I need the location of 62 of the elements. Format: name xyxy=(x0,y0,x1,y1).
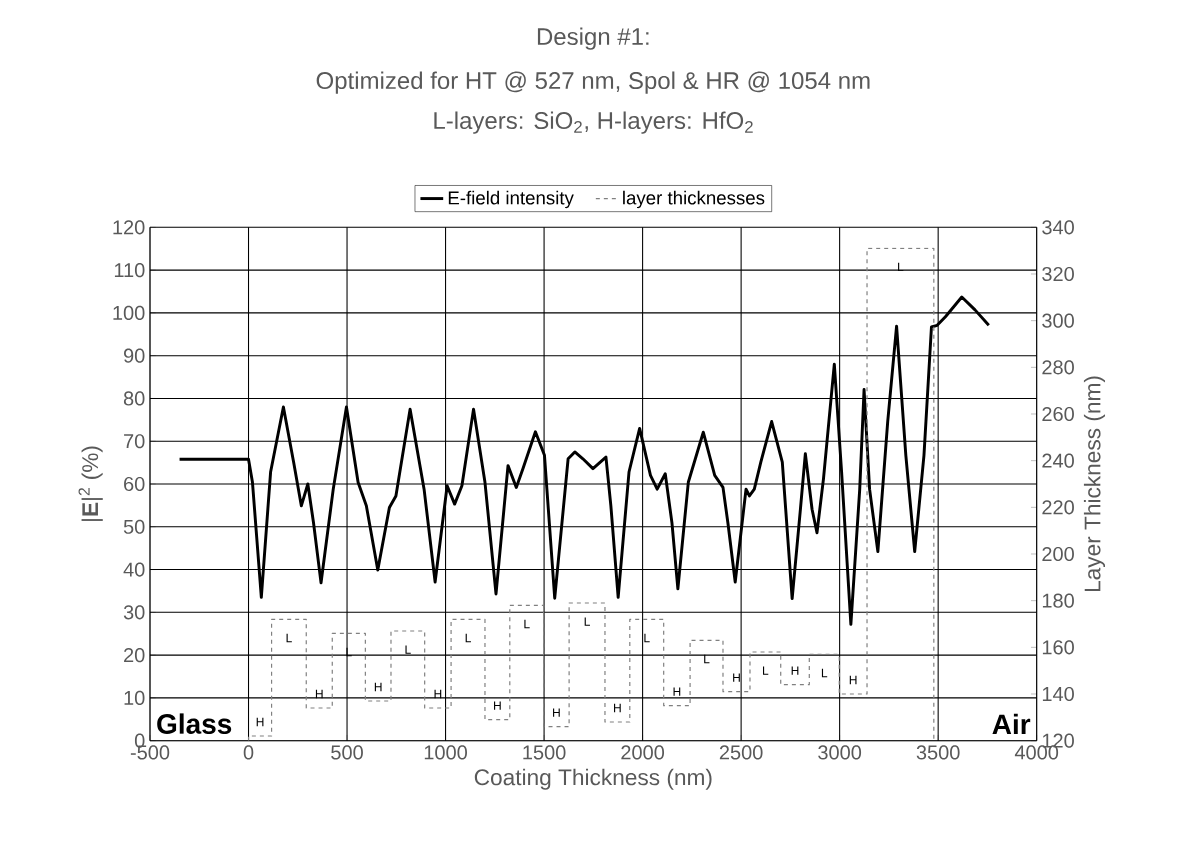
annotation: Glass xyxy=(157,713,232,734)
annotation: H xyxy=(256,717,264,727)
annotation: L xyxy=(584,617,590,626)
annotation: L xyxy=(763,666,769,675)
annotation: H xyxy=(849,675,857,685)
annotation: H xyxy=(315,689,323,699)
x-tick-label: 2500 xyxy=(719,745,763,760)
y-tick-label: 120 xyxy=(113,220,145,235)
annotation: L xyxy=(405,645,411,654)
y-tick-label: 60 xyxy=(124,476,145,492)
annotation: L xyxy=(821,668,828,678)
y-tick-label: 110 xyxy=(114,263,145,278)
annotation: H xyxy=(614,703,621,713)
annotation: H xyxy=(434,689,442,699)
chart-title: Design #1: xyxy=(537,27,649,50)
y2-axis-title: Layer Thickness (nm) xyxy=(1083,376,1106,592)
y2-tick-label: 180 xyxy=(1042,593,1074,608)
y2-tick-label: 340 xyxy=(1042,220,1074,235)
text: L-layers: SiO$_{2}$, H-layers: HfO$_{2}$ xyxy=(434,111,753,134)
y-tick-label: 70 xyxy=(124,434,145,449)
x-tick-label: 0 xyxy=(243,745,254,760)
y-tick-label: 80 xyxy=(123,391,145,406)
x-tick-label: 3500 xyxy=(916,745,960,760)
y2-tick-label: 260 xyxy=(1042,406,1074,422)
annotation: L xyxy=(898,262,904,272)
annotation: L xyxy=(704,654,710,664)
y-axis-title: |E|$^{2}$ (%) xyxy=(78,446,103,521)
annotation: L xyxy=(286,633,292,643)
annotation: H xyxy=(733,673,740,682)
y-tick-label: 100 xyxy=(113,305,145,320)
annotation: L xyxy=(465,633,471,643)
legend-label: E-field intensity xyxy=(448,190,574,209)
y2-tick-label: 200 xyxy=(1042,546,1074,562)
y-tick-label: 90 xyxy=(123,348,145,363)
y-tick-label: 50 xyxy=(123,519,145,534)
annotation: H xyxy=(791,666,799,675)
y2-tick-label: 160 xyxy=(1042,640,1074,655)
annotation: H xyxy=(494,701,501,710)
x-tick-label: 1500 xyxy=(523,745,566,760)
x-tick-label: 1000 xyxy=(424,745,467,760)
annotation: L xyxy=(524,619,530,629)
legend-label: layer thicknesses xyxy=(623,190,765,209)
y2-tick-label: 240 xyxy=(1042,453,1074,468)
x-tick-label: 2000 xyxy=(621,745,665,760)
chart-subtitle: Optimized for HT @ 527 nm, Spol & HR @ 1054 nm xyxy=(316,71,870,94)
x-tick-label: 500 xyxy=(331,745,363,760)
x-tick-label: 3000 xyxy=(818,745,862,760)
x-axis-title: Coating Thickness (nm) xyxy=(474,768,712,790)
y2-tick-label: 140 xyxy=(1042,686,1074,702)
y-tick-label: 30 xyxy=(123,605,145,620)
y2-tick-label: 280 xyxy=(1042,360,1074,375)
y-tick-label: 20 xyxy=(124,648,145,663)
annotation: H xyxy=(553,708,560,717)
annotation: H xyxy=(374,682,382,692)
y2-tick-label: 320 xyxy=(1042,266,1074,282)
y2-tick-label: 300 xyxy=(1042,313,1074,328)
annotation: Air xyxy=(992,713,1031,734)
annotation: H xyxy=(673,687,681,696)
y2-tick-label: 220 xyxy=(1042,500,1074,515)
annotation: L xyxy=(644,633,650,643)
y-tick-label: 10 xyxy=(124,690,145,705)
y-tick-label: 40 xyxy=(123,562,145,577)
